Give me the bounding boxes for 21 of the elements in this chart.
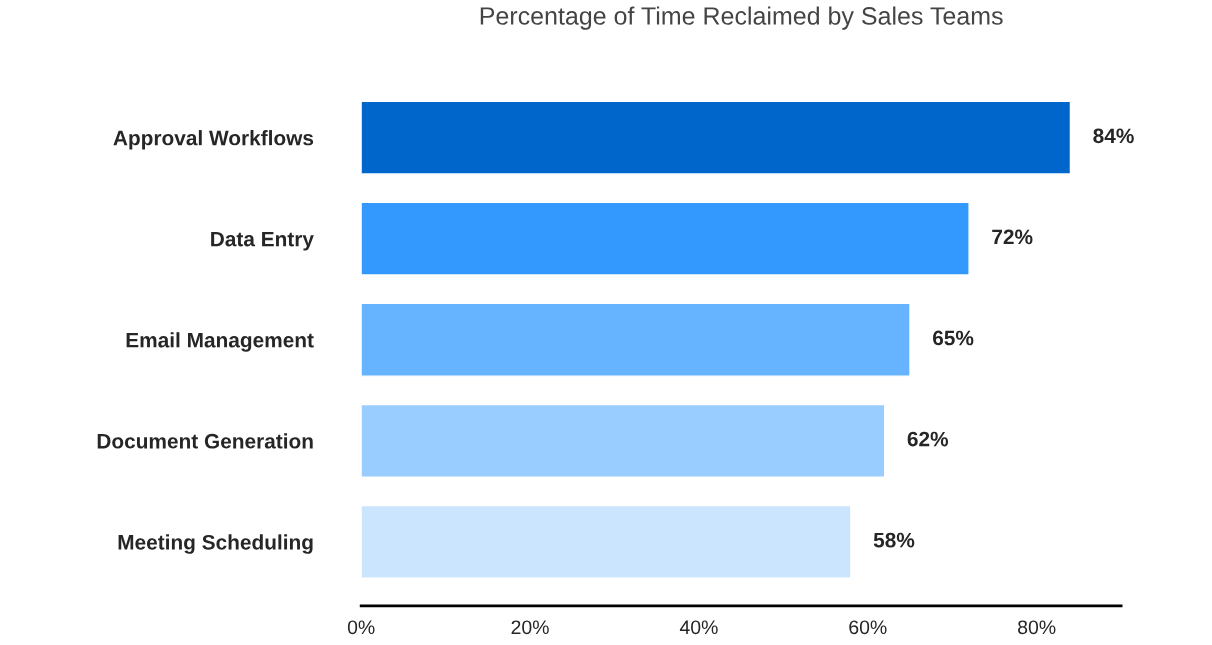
bar [361, 504, 852, 579]
bar [361, 403, 886, 478]
x-tick-label: 20% [511, 620, 549, 635]
data-label: 72% [992, 229, 1033, 245]
data-label: 65% [932, 330, 974, 346]
x-tick-label: 0% [347, 620, 375, 635]
y-tick-label: Document Generation [97, 433, 313, 449]
bar [361, 100, 1072, 175]
y-tick-label: Approval Workflows [113, 130, 314, 150]
y-tick-label: Meeting Scheduling [118, 534, 313, 554]
y-tick-label: Data Entry [211, 231, 314, 251]
x-tick-label: 40% [679, 620, 718, 635]
chart-title: Percentage of Time Reclaimed by Sales Teams [480, 6, 1003, 30]
x-tick-label: 60% [849, 620, 887, 635]
bar [361, 302, 911, 377]
bar [361, 201, 970, 276]
x-tick-label: 80% [1018, 620, 1056, 635]
y-tick-label: Email Management [126, 332, 314, 352]
data-label: 62% [907, 431, 949, 447]
data-label: 58% [873, 532, 915, 548]
data-label: 84% [1093, 128, 1134, 144]
